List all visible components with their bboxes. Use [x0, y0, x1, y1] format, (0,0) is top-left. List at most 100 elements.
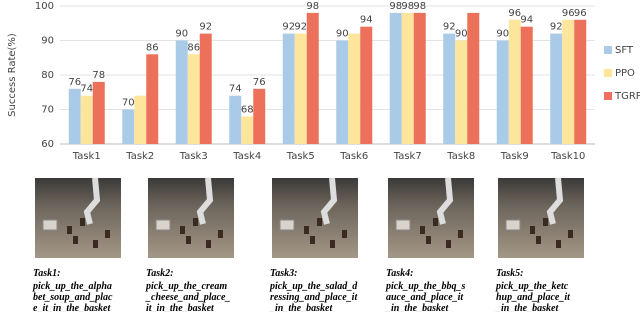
value-label: 86	[146, 42, 159, 53]
value-label: 92	[282, 22, 295, 33]
bar	[306, 12, 319, 145]
value-label: 94	[520, 15, 533, 26]
task-description: _in_the_basket	[495, 303, 559, 312]
bar	[253, 88, 266, 144]
bar	[92, 81, 105, 144]
task-image	[35, 178, 121, 258]
legend-label: TGRPO	[614, 91, 640, 102]
value-label: 96	[562, 8, 575, 19]
object	[420, 226, 425, 234]
bar	[550, 33, 563, 144]
value-label: 92	[294, 22, 307, 33]
x-tick-label: Task9	[500, 151, 529, 162]
x-tick-label: Task8	[446, 151, 475, 162]
task-panel: Task3: pick_up_the_salad_dressing_and_pla…	[269, 177, 358, 312]
object	[433, 218, 438, 226]
bar	[187, 54, 200, 144]
bar	[455, 40, 468, 144]
value-label: 70	[122, 98, 135, 109]
task-image	[498, 178, 584, 258]
value-label: 98	[401, 1, 414, 12]
robot-arm	[83, 177, 101, 225]
bar	[282, 33, 295, 144]
object	[530, 226, 535, 234]
bar	[134, 95, 147, 144]
basket	[395, 219, 411, 231]
task-description: auce_and_place_it	[386, 292, 464, 303]
robot-arm	[196, 177, 214, 225]
bar	[122, 109, 135, 144]
value-label: 98	[306, 1, 319, 12]
robot-arm	[436, 177, 454, 225]
value-label: 74	[229, 84, 242, 95]
object	[304, 226, 309, 234]
task-description: hup_and_place_it	[496, 292, 571, 303]
task-title: Task4:	[386, 268, 413, 279]
task-description: pick_up_the_ketc	[495, 281, 569, 292]
value-label: 68	[241, 104, 254, 115]
x-tick-label: Task7	[393, 151, 422, 162]
bar	[508, 19, 521, 144]
bar	[294, 33, 307, 144]
bar	[467, 12, 480, 145]
x-tick-label: Task4	[232, 151, 261, 162]
basket	[505, 219, 521, 231]
task-title: Task1:	[33, 268, 60, 279]
object	[536, 236, 541, 244]
bar	[413, 12, 426, 145]
task-panel: Task5: pick_up_the_ketchup_and_place_it_i…	[495, 177, 584, 312]
value-label: 92	[550, 22, 563, 33]
x-tick-label: Task3	[179, 151, 208, 162]
bar	[229, 95, 242, 144]
task-description: bet_soup_and_plac	[33, 292, 113, 303]
bar	[175, 40, 188, 144]
robot-arm	[546, 177, 564, 225]
value-label: 96	[508, 8, 521, 19]
object	[218, 230, 223, 238]
bar	[336, 40, 349, 144]
robot-arm	[320, 177, 338, 225]
task-description: e_it_in_the_basket	[33, 303, 111, 312]
bar	[146, 54, 159, 144]
object	[186, 236, 191, 244]
value-label: 74	[80, 84, 93, 95]
object	[67, 226, 72, 234]
object	[317, 218, 322, 226]
task-description: pick_up_the_alpha	[32, 281, 112, 292]
task-description: pick_up_the_cream	[145, 281, 227, 292]
object	[458, 230, 463, 238]
task-description: _in_the_basket	[269, 303, 333, 312]
object	[193, 218, 198, 226]
value-label: 76	[68, 77, 81, 88]
task-description: pick_up_the_bbq_s	[385, 281, 466, 292]
object	[556, 240, 561, 248]
object	[426, 236, 431, 244]
object	[93, 240, 98, 248]
task-description: pick_up_the_salad_d	[269, 281, 358, 292]
object	[543, 218, 548, 226]
value-label: 90	[496, 29, 509, 40]
object	[446, 240, 451, 248]
y-tick-label: 60	[41, 139, 54, 150]
bar	[389, 12, 402, 145]
legend-label: PPO	[615, 68, 635, 79]
object	[206, 240, 211, 248]
task-title: Task3:	[270, 268, 297, 279]
bar	[241, 116, 254, 144]
task-image	[272, 178, 358, 258]
task-image	[148, 178, 234, 258]
object	[310, 236, 315, 244]
value-label: 90	[175, 29, 188, 40]
value-label: 98	[389, 1, 402, 12]
bar	[496, 40, 509, 144]
y-tick-label: 90	[41, 36, 54, 47]
object	[330, 240, 335, 248]
value-label: 92	[443, 22, 456, 33]
task-panel: Task2: pick_up_the_cream_cheese_and_place…	[145, 177, 234, 312]
object	[105, 230, 110, 238]
x-tick-label: Task2	[125, 151, 154, 162]
task-panel: Task4: pick_up_the_bbq_sauce_and_place_it…	[385, 177, 474, 312]
bar	[360, 26, 373, 145]
value-label: 92	[199, 22, 212, 33]
